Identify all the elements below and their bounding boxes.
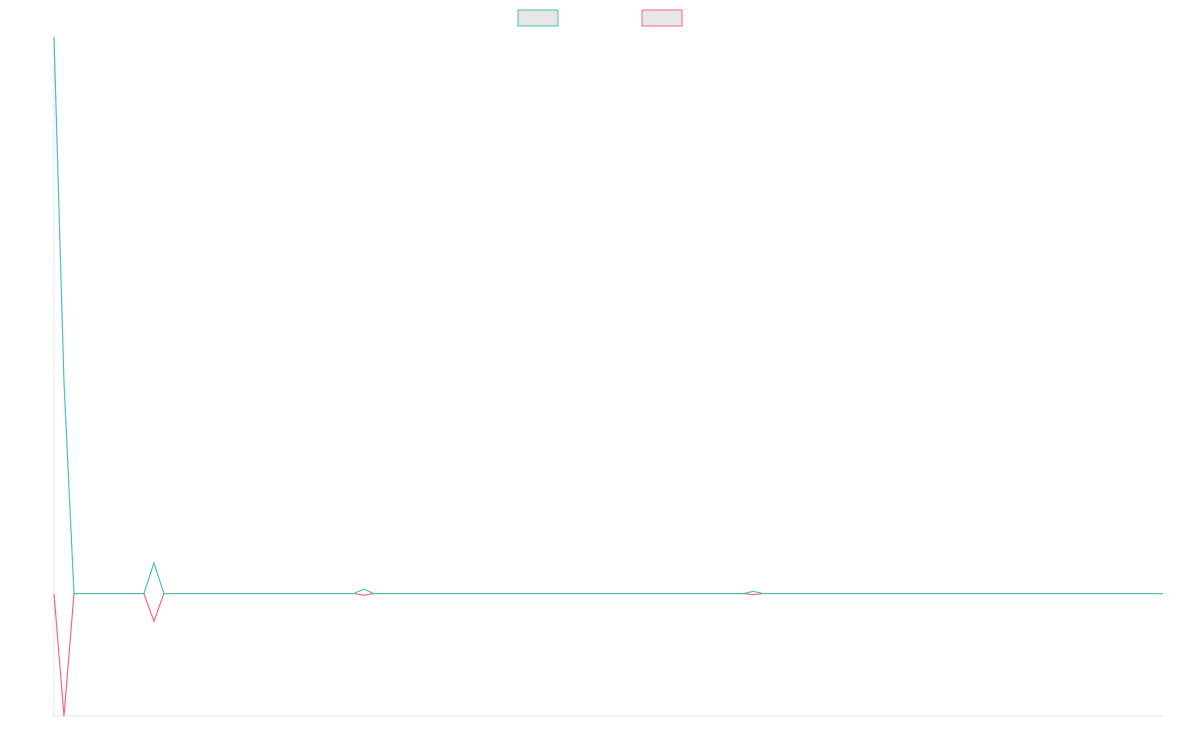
series-line-1 (53, 36, 1163, 595)
legend-swatch-2[interactable] (641, 9, 683, 27)
legend-swatch-1[interactable] (517, 9, 559, 27)
axes (53, 37, 1163, 717)
series-line-2 (53, 592, 1163, 717)
series-lines (53, 36, 1163, 717)
legend[interactable] (517, 9, 683, 27)
